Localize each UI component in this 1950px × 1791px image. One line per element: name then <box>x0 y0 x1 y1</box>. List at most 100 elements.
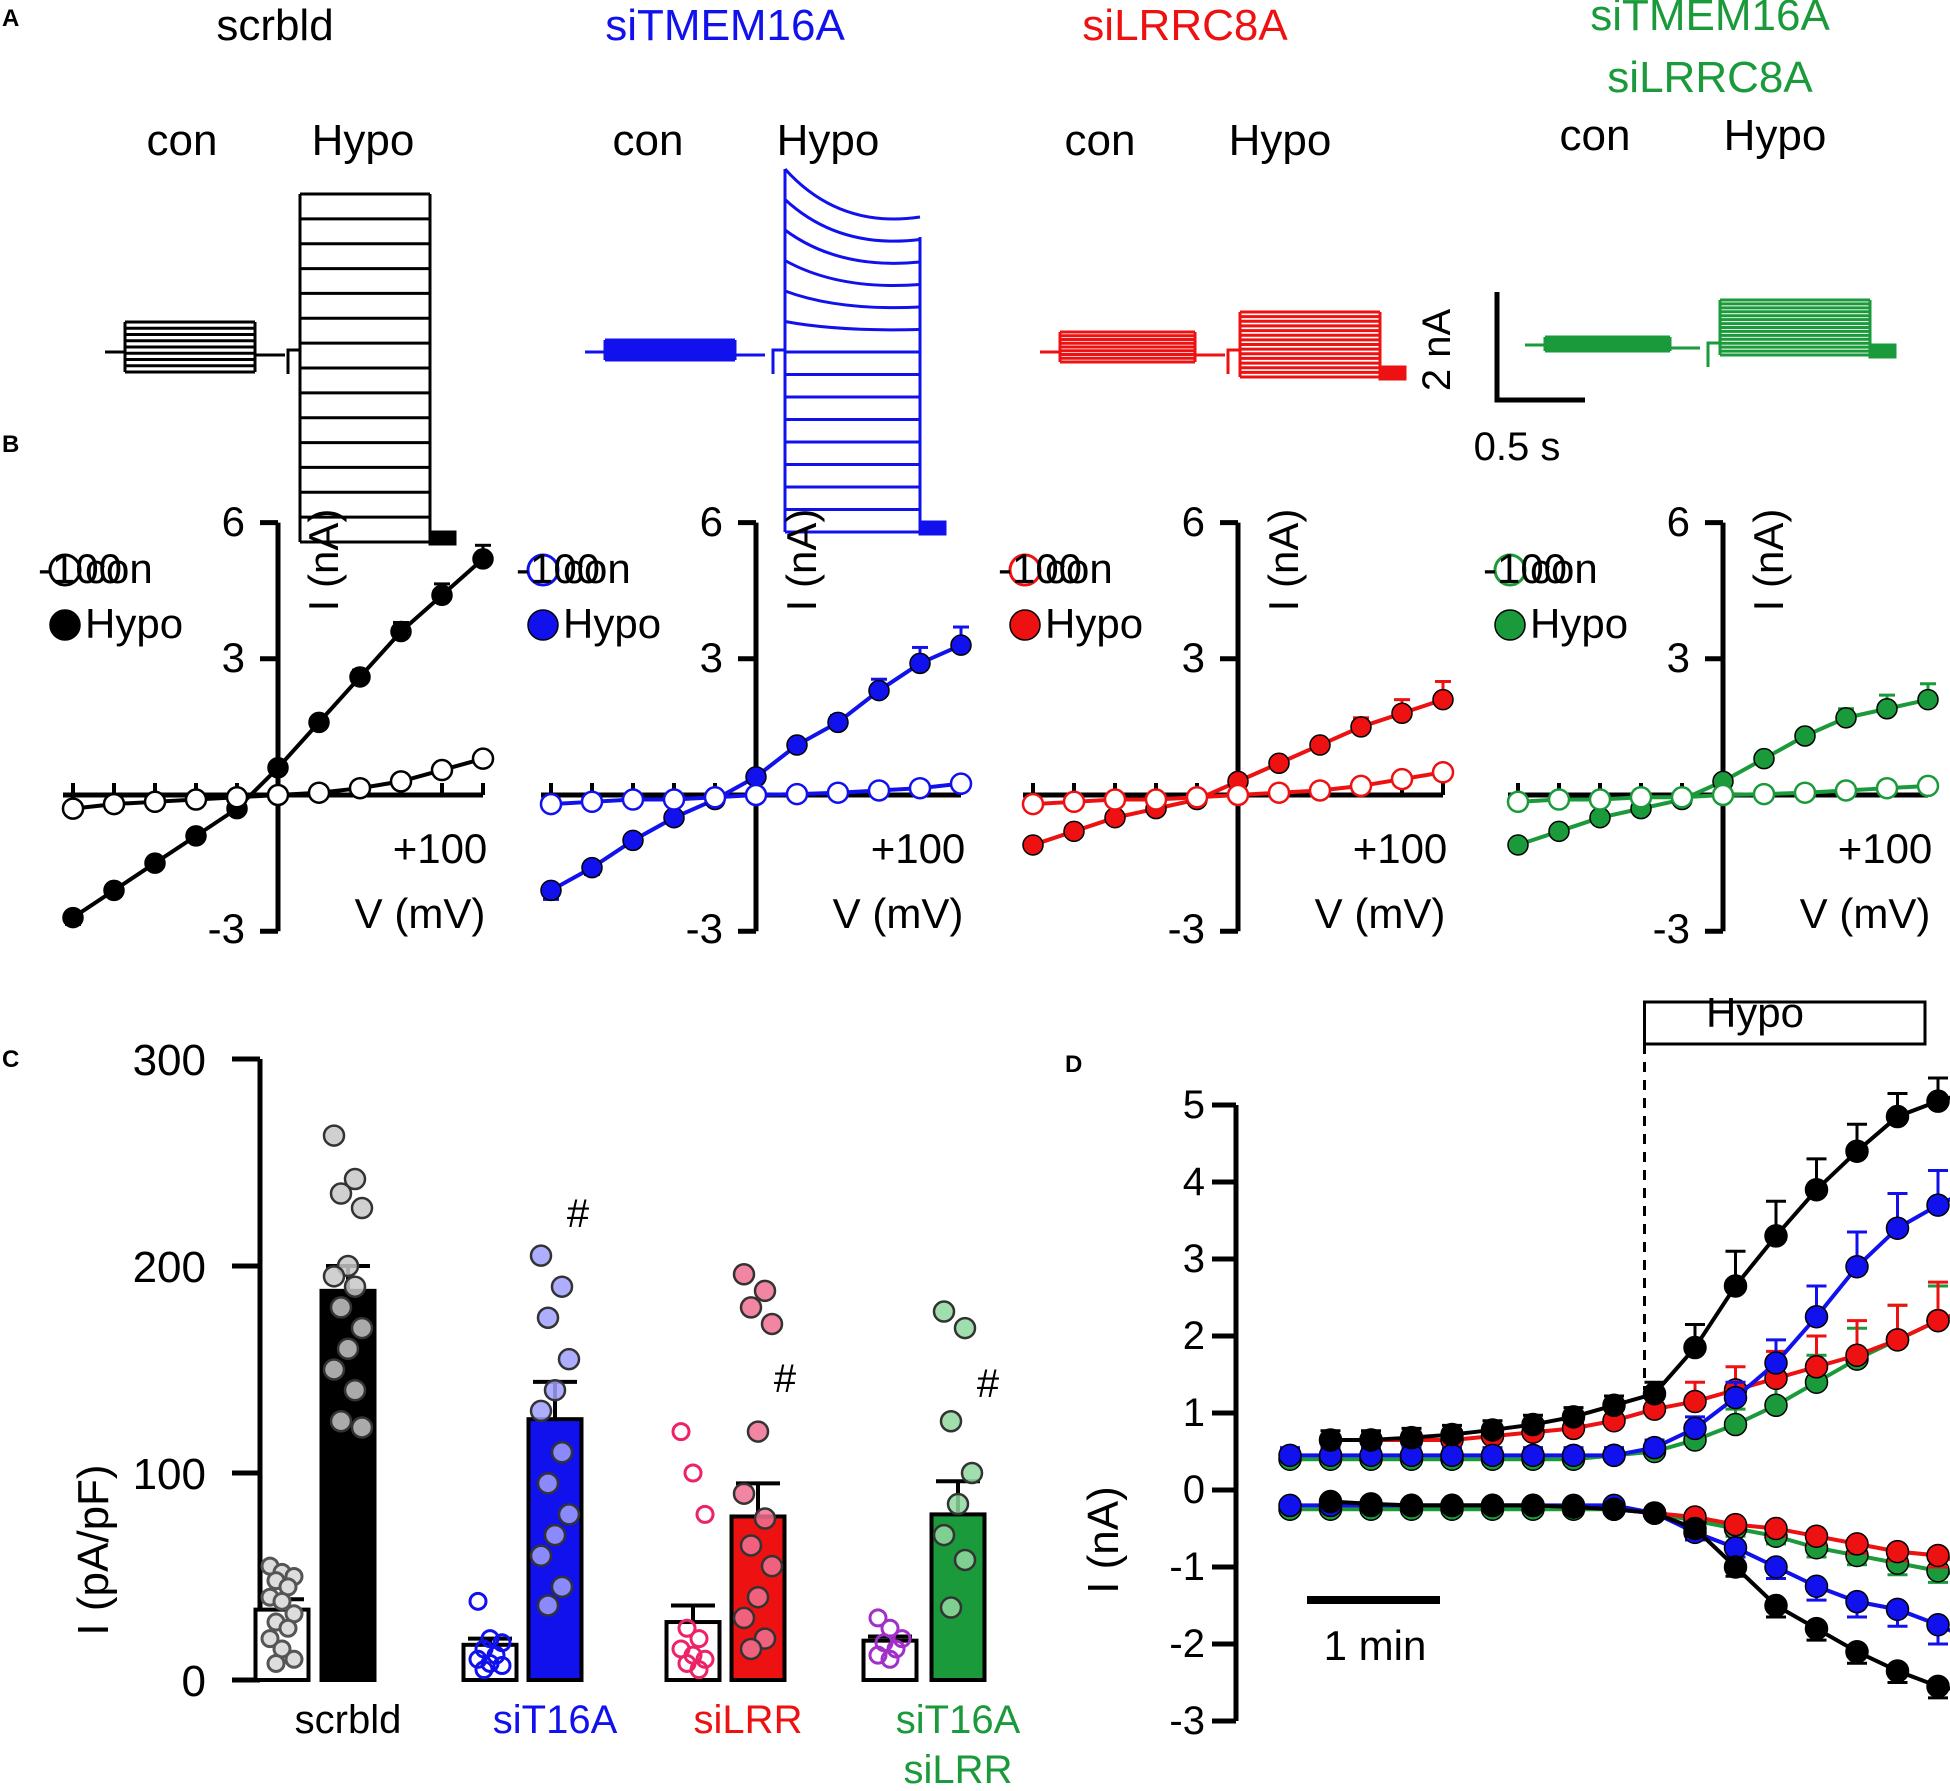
time-point <box>1885 1597 1910 1622</box>
time-point <box>1845 1343 1869 1367</box>
bar-con-point <box>695 1649 715 1669</box>
time-point <box>1926 1193 1950 1217</box>
time-point <box>1521 1443 1545 1468</box>
iv-con-point <box>1834 779 1858 802</box>
time-point <box>1561 1443 1586 1468</box>
time-point <box>1845 1639 1869 1664</box>
time-point <box>1683 1335 1707 1360</box>
time-point <box>1723 1512 1748 1537</box>
panel-c-bar-chart <box>232 1056 987 1683</box>
time-pos-line <box>1371 1313 1950 1442</box>
time-point <box>1764 1593 1788 1618</box>
bar-hypo-point <box>739 1534 763 1557</box>
bar-hypo-point <box>932 1523 956 1547</box>
time-ytick: 4 <box>1183 1160 1205 1204</box>
bar-ytick-200: 200 <box>133 1243 206 1292</box>
iv-ylabel: I (nA) <box>300 509 347 612</box>
iv-xtick-max: +100 <box>393 825 488 872</box>
panel-b-iv-curves <box>48 520 1940 934</box>
panel-d-text: I (nA) Hypo 1 min 5 4 3 2 1 0 -1 -2 -3 <box>1079 989 1804 1743</box>
bar-hypo-point <box>732 1606 756 1630</box>
panel-label-d: D <box>1065 1051 1082 1078</box>
iv-ytick-6: 6 <box>700 498 723 545</box>
legend-con-symbol <box>48 553 82 587</box>
iv-con-point <box>1547 788 1571 811</box>
bar-hypo-point <box>960 1461 984 1485</box>
hypo-sweep <box>784 259 921 287</box>
iv-ytick-neg3: -3 <box>1653 905 1690 952</box>
time-ylabel: I (nA) <box>1079 1486 1128 1594</box>
bar-hypo-point <box>557 1503 581 1526</box>
iv-ytick-3: 3 <box>700 634 723 681</box>
time-point <box>1845 1139 1869 1163</box>
time-ytick: -2 <box>1169 1622 1205 1666</box>
iv-hypo-point <box>1063 820 1085 843</box>
time-point <box>1804 1305 1829 1329</box>
tail-current <box>1378 365 1407 381</box>
iv-hypo-point <box>950 634 972 656</box>
bar-hypo-point <box>322 1358 346 1381</box>
legend-hypo-symbol <box>1494 609 1526 641</box>
iv-hypo-point <box>1268 752 1290 774</box>
iv-legend-con: con <box>1530 545 1598 592</box>
iv-hypo-point <box>1432 688 1454 711</box>
time-point <box>1683 1416 1707 1441</box>
con-trace <box>1525 335 1700 353</box>
trace-hypo-label-sitmem16a: Hypo <box>777 116 880 165</box>
time-point <box>1845 1254 1869 1279</box>
time-point <box>1642 1435 1667 1460</box>
iv-plot <box>48 520 495 934</box>
time-point <box>1278 1493 1302 1518</box>
iv-xtick-min: -100 <box>1483 545 1567 592</box>
time-ytick: 0 <box>1183 1468 1205 1512</box>
iv-con-point <box>1916 774 1940 798</box>
iv-hypo-point <box>62 906 84 929</box>
iv-legend-hypo: Hypo <box>85 600 183 647</box>
bar-con-point <box>468 1591 488 1611</box>
iv-con-point <box>1793 781 1817 804</box>
bar-ytick-300: 300 <box>133 1036 206 1085</box>
bar-hypo-point <box>536 1306 560 1329</box>
legend-hypo-symbol <box>1009 609 1041 641</box>
iv-con-point <box>580 790 604 814</box>
iv-hypo-point <box>267 757 289 779</box>
bar-hypo-point <box>753 1507 777 1530</box>
time-point <box>1399 1425 1424 1450</box>
time-point <box>1602 1497 1626 1521</box>
iv-hypo-point <box>1507 834 1529 856</box>
iv-hypo-point <box>786 734 808 756</box>
time-point <box>1804 1355 1829 1379</box>
time-point <box>1885 1659 1910 1683</box>
iv-con-point <box>1226 783 1250 807</box>
time-point <box>1764 1516 1788 1541</box>
iv-hypo-point <box>1917 688 1939 711</box>
trace-con-label-scrbld: con <box>147 116 218 165</box>
time-point <box>1318 1489 1343 1514</box>
iv-hypo-point <box>431 584 453 606</box>
bar-category-double-line1: siT16A <box>896 1698 1021 1742</box>
bar-hypo-point <box>732 1482 756 1505</box>
iv-hypo-point <box>144 852 166 874</box>
iv-con-point <box>1588 788 1612 811</box>
iv-con-point <box>1308 779 1332 802</box>
holding-step <box>1706 341 1720 367</box>
bar-hypo-point <box>550 1275 574 1298</box>
time-ytick: -1 <box>1169 1545 1205 1589</box>
bar-con-point <box>886 1639 906 1659</box>
iv-legend-con: con <box>563 545 631 592</box>
stimulus-label: Hypo <box>1706 989 1804 1036</box>
time-point <box>1480 1443 1505 1468</box>
bar-hypo-point <box>329 1296 353 1319</box>
iv-xtick-min: -100 <box>38 545 122 592</box>
iv-con-point <box>143 790 167 814</box>
legend-con-symbol <box>526 553 560 587</box>
time-point <box>1926 1089 1950 1113</box>
bar-hypo-point <box>550 1441 574 1464</box>
time-point <box>1764 1555 1788 1579</box>
iv-hypo-point <box>1309 734 1331 756</box>
bar-category-sit16a: siT16A <box>493 1698 618 1742</box>
iv-xtick-min: -100 <box>998 545 1082 592</box>
iv-con-point <box>389 770 413 793</box>
legend-hypo-symbol <box>49 609 81 641</box>
significance-marker: # <box>567 1192 590 1236</box>
